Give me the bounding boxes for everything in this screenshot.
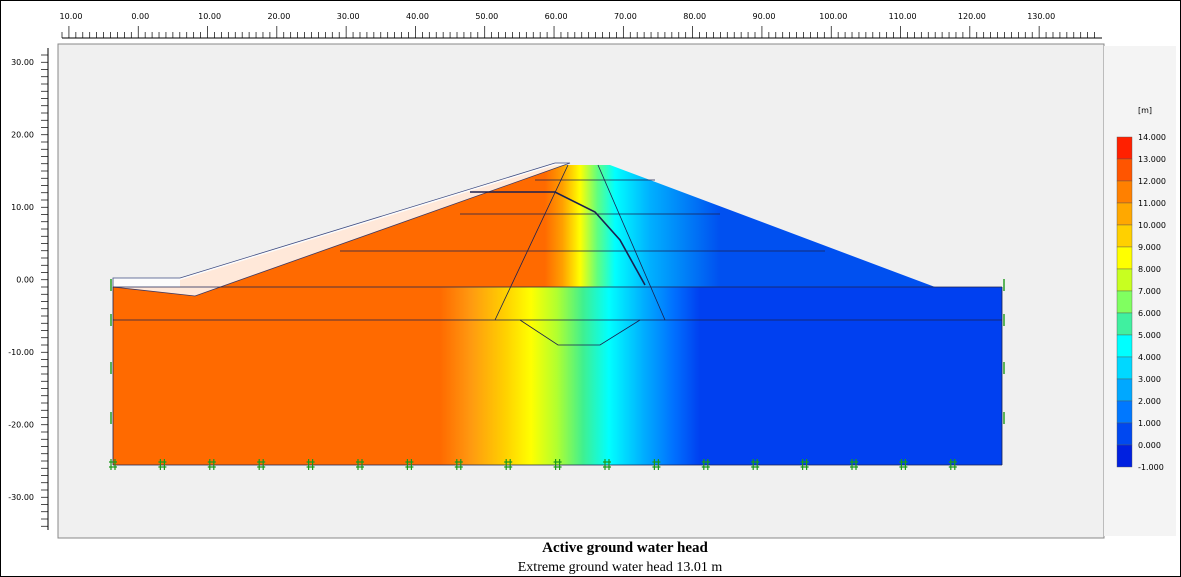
colorbar-cell: [1116, 400, 1133, 424]
legend-label: 4.000: [1138, 353, 1161, 362]
legend-label: 1.000: [1138, 419, 1161, 428]
colorbar-cell: [1116, 444, 1133, 468]
fixity-marker: [405, 459, 414, 470]
x-ruler-label: 0.00: [131, 12, 149, 21]
legend-label: 11.000: [1138, 199, 1166, 208]
legend-label: 6.000: [1138, 309, 1161, 318]
colorbar-cell: [1116, 136, 1133, 160]
legend-panel: [1104, 46, 1176, 536]
x-ruler-label: 30.00: [337, 12, 360, 21]
legend-label: 5.000: [1138, 331, 1161, 340]
fixity-marker: [751, 459, 760, 470]
legend-label: 7.000: [1138, 287, 1161, 296]
y-ruler-label: 10.00: [11, 203, 34, 212]
fixity-marker: [899, 459, 908, 470]
legend-label: 2.000: [1138, 397, 1161, 406]
legend-label: 0.000: [1138, 441, 1161, 450]
fixity-marker: [257, 459, 266, 470]
fixity-marker: [356, 459, 364, 470]
colorbar-cell: [1116, 246, 1133, 270]
embankment: [113, 165, 935, 287]
y-ruler-label: -10.00: [8, 348, 34, 357]
caption-title: Active ground water head: [542, 540, 708, 556]
fixity-marker: [109, 459, 117, 470]
x-ruler-label: 10.00: [198, 12, 221, 21]
colorbar-cell: [1116, 290, 1133, 314]
x-ruler-label: 120.00: [958, 12, 986, 21]
legend-label: 3.000: [1138, 375, 1161, 384]
colorbar-cell: [1116, 180, 1133, 204]
colorbar-cell: [1116, 356, 1133, 380]
foundation: [113, 287, 1002, 465]
colorbar-cell: [1116, 224, 1133, 248]
fixity-marker: [158, 459, 167, 470]
fixity-marker: [454, 459, 463, 470]
fixity-marker: [553, 459, 562, 470]
legend-label: 8.000: [1138, 265, 1161, 274]
legend-label: 10.000: [1138, 221, 1166, 230]
colorbar-cell: [1116, 158, 1133, 182]
colorbar-cell: [1116, 202, 1133, 226]
y-ruler-label: 30.00: [11, 58, 34, 67]
fixity-marker: [603, 459, 611, 470]
colorbar-cell: [1116, 378, 1133, 402]
y-ruler-label: 0.00: [16, 276, 34, 285]
fixity-marker: [800, 459, 809, 470]
x-ruler-label: 40.00: [406, 12, 429, 21]
colorbar-cell: [1116, 334, 1133, 358]
x-ruler-label: 70.00: [614, 12, 637, 21]
legend-label: 9.000: [1138, 243, 1161, 252]
x-ruler-label: 80.00: [683, 12, 706, 21]
fixity-marker: [306, 459, 315, 470]
x-ruler-label: 90.00: [753, 12, 776, 21]
x-ruler-label: 10.00: [60, 12, 83, 21]
fixity-marker: [207, 459, 216, 470]
x-ruler-label: 20.00: [267, 12, 290, 21]
y-ruler-label: 20.00: [11, 131, 34, 140]
legend-unit: [m]: [1138, 106, 1152, 115]
colorbar-cell: [1116, 312, 1133, 336]
colorbar-cell: [1116, 422, 1133, 446]
legend-label: 12.000: [1138, 177, 1166, 186]
x-ruler-label: 100.00: [819, 12, 847, 21]
y-ruler-label: -30.00: [8, 493, 34, 502]
mesh-lines: [112, 164, 1003, 466]
fixity-marker: [652, 459, 661, 470]
colorbar-cell: [1116, 268, 1133, 292]
fixity-marker: [948, 459, 957, 470]
x-ruler-label: 60.00: [545, 12, 568, 21]
x-ruler-label: 110.00: [889, 12, 917, 21]
caption-subtitle: Extreme ground water head 13.01 m: [518, 560, 723, 575]
legend-label: 13.000: [1138, 155, 1166, 164]
fixity-marker: [850, 459, 858, 470]
y-ruler-label: -20.00: [8, 421, 34, 430]
fixity-marker: [701, 459, 710, 470]
legend-label: -1.000: [1138, 463, 1164, 472]
x-ruler-label: 50.00: [475, 12, 498, 21]
x-ruler-label: 130.00: [1027, 12, 1055, 21]
legend-label: 14.000: [1138, 133, 1166, 142]
fixity-marker: [504, 459, 513, 470]
